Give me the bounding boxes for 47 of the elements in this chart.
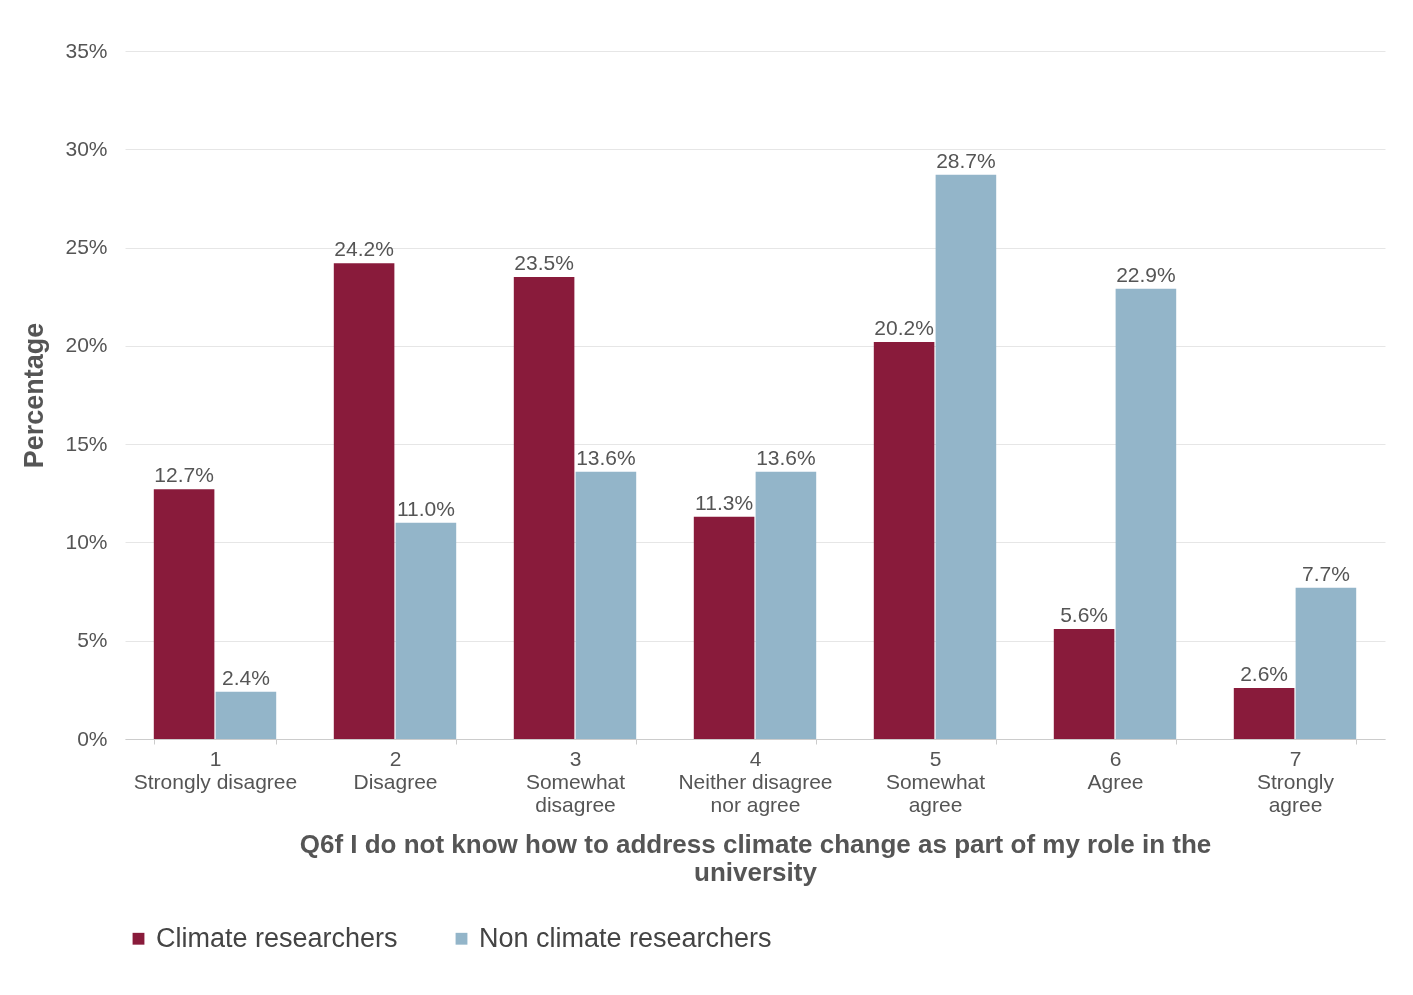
y-tick-label: 10%	[65, 529, 108, 553]
y-tick-label: 0%	[77, 726, 108, 750]
data-label: 22.9%	[1116, 262, 1176, 286]
y-axis-title: Percentage	[19, 322, 50, 469]
bar	[1295, 587, 1357, 739]
data-label: 13.6%	[756, 445, 816, 469]
x-tick-label: 6 Agree	[1087, 746, 1144, 793]
y-tick-label: 5%	[77, 628, 108, 652]
x-axis-title: Q6f I do not know how to address climate change as part of my role in the university	[299, 828, 1212, 887]
data-label: 24.2%	[334, 237, 394, 261]
bar	[755, 471, 817, 739]
data-label: 5.6%	[1060, 602, 1109, 626]
x-tick-label: 7 Strongly agree	[1256, 746, 1335, 816]
y-tick-label: 25%	[65, 235, 108, 259]
bar	[215, 691, 277, 739]
bar	[693, 516, 755, 739]
x-tick-label: 5 Somewhat agree	[885, 746, 986, 816]
bar	[333, 263, 395, 739]
legend-label: Non climate researchers	[479, 922, 772, 953]
bar	[1053, 628, 1115, 739]
bar	[395, 522, 457, 739]
y-tick-label: 15%	[65, 431, 108, 455]
x-tick-label: 1 Strongly disagree	[133, 746, 298, 793]
legend-label: Climate researchers	[156, 922, 398, 953]
y-tick-label: 30%	[65, 136, 108, 160]
bar	[935, 174, 997, 739]
bar	[1115, 288, 1177, 739]
x-tick-label: 4 Neither disagree nor agree	[678, 746, 833, 816]
data-label: 2.6%	[1240, 661, 1289, 685]
data-label: 11.0%	[396, 496, 455, 520]
data-label: 20.2%	[874, 315, 934, 339]
y-tick-label: 35%	[65, 38, 108, 62]
data-label: 2.4%	[221, 665, 270, 689]
bar	[1233, 687, 1295, 739]
x-tick-label: 3 Somewhat disagree	[525, 746, 626, 816]
x-tick-label: 2 Disagree	[353, 746, 438, 793]
bar	[153, 489, 215, 739]
data-label: 11.3%	[695, 490, 754, 514]
data-label: 28.7%	[936, 148, 996, 172]
data-label: 12.7%	[154, 463, 214, 487]
data-label: 13.6%	[576, 445, 636, 469]
data-label: 23.5%	[514, 251, 574, 275]
bar	[513, 277, 575, 739]
y-tick-label: 20%	[65, 333, 108, 357]
bar	[873, 341, 935, 739]
data-label: 7.7%	[1301, 561, 1350, 585]
bar	[575, 471, 637, 739]
